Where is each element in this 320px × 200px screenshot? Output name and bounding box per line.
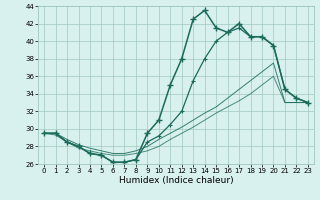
X-axis label: Humidex (Indice chaleur): Humidex (Indice chaleur) xyxy=(119,176,233,185)
